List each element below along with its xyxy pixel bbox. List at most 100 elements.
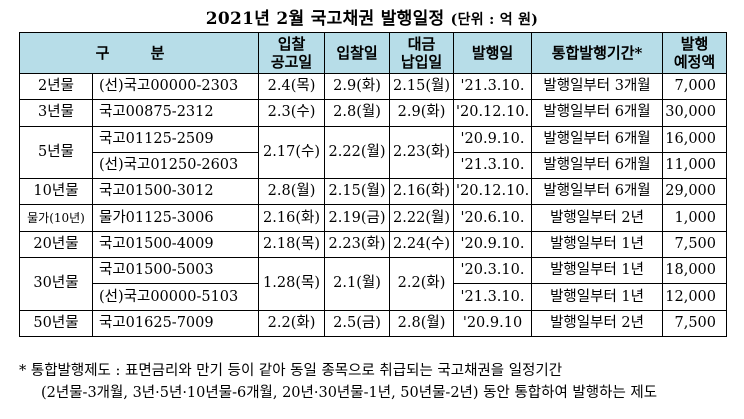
cell-period: 발행일부터 6개월 <box>531 178 664 206</box>
cell-ipchal: 2.9(화) <box>324 72 391 101</box>
cell-period: 발행일부터 3개월 <box>531 72 664 101</box>
cell-daegeum: 2.22(월) <box>389 204 455 232</box>
cell-ipchal: 2.15(월) <box>324 178 391 206</box>
header-ipchal: 입찰일 <box>324 32 391 74</box>
cell-daegeum: 2.9(화) <box>389 99 455 127</box>
cell-maturity: 10년물 <box>19 178 93 206</box>
cell-maturity: 20년물 <box>19 230 93 259</box>
cell-balhaeng: '21.3.10. <box>453 72 533 101</box>
cell-balhaeng: '20.6.10. <box>453 204 533 232</box>
cell-gongo: 2.16(화) <box>258 204 326 232</box>
cell-gongo: 2.17(수) <box>258 125 326 180</box>
header-gongo: 입찰 공고일 <box>258 32 326 74</box>
table-header-row: 구 분 입찰 공고일 입찰일 대금 납입일 발행일 통합발행기간* 발행 예정액 <box>18 32 728 74</box>
cell-balhaeng: '20.9.10 <box>453 309 533 337</box>
cell-ipchal: 2.8(월) <box>324 99 391 127</box>
cell-amount: 11,000 <box>662 151 728 180</box>
table-row: 20년물 국고01500-4009 2.18(목) 2.23(화) 2.24(수… <box>19 230 728 259</box>
header-gubun: 구 분 <box>18 32 260 74</box>
cell-amount: 7,500 <box>662 309 728 337</box>
cell-balhaeng: '20.3.10. <box>453 257 533 285</box>
cell-maturity: 30년물 <box>19 257 93 311</box>
table-row: (선)국고01250-2603 '21.3.10. 발행일부터 6개월 11,0… <box>20 151 728 180</box>
cell-amount: 7,000 <box>662 72 728 101</box>
cell-ipchal: 2.23(화) <box>324 230 391 259</box>
table-row: 10년물 국고01500-3012 2.8(월) 2.15(월) 2.16(화)… <box>19 178 728 206</box>
cell-period: 발행일부터 2년 <box>531 204 664 232</box>
table-row: 30년물 국고01500-5003 1.28(목) 2.1(월) 2.2(화) … <box>19 257 728 311</box>
cell-period: 발행일부터 1년 <box>531 230 664 259</box>
cell-gongo: 2.3(수) <box>258 99 326 127</box>
footnote-line-1: * 통합발행제도 : 표면금리와 만기 등이 같아 동일 종목으로 취급되는 국… <box>19 363 563 379</box>
cell-period: 발행일부터 6개월 <box>531 99 664 127</box>
header-amount-l2: 예정액 <box>673 53 716 71</box>
cell-balhaeng: '20.9.10. <box>453 125 533 153</box>
cell-period: 발행일부터 6개월 <box>531 151 664 180</box>
header-gongo-l2: 공고일 <box>270 53 313 71</box>
cell-balhaeng: '20.12.10. <box>453 178 533 206</box>
cell-gongo: 2.18(목) <box>258 230 326 259</box>
title-main: 2021년 2월 국고채권 발행일정 <box>205 9 445 29</box>
cell-amount: 1,000 <box>662 204 728 232</box>
cell-daegeum: 2.8(월) <box>389 309 455 337</box>
cell-ipchal: 2.5(금) <box>324 309 391 337</box>
cell-issue: (선)국고01250-2603 <box>91 151 260 180</box>
cell-maturity: 2년물 <box>19 72 93 101</box>
table-row: 2년물 (선)국고00000-2303 2.4(목) 2.9(화) 2.15(월… <box>19 72 728 101</box>
header-daegeum: 대금 납입일 <box>389 32 455 74</box>
cell-issue: 국고01625-7009 <box>91 309 260 337</box>
cell-issue: 국고01500-5003 <box>91 257 260 285</box>
header-balhaeng: 발행일 <box>453 32 533 74</box>
cell-ipchal: 2.19(금) <box>324 204 391 232</box>
cell-amount: 12,000 <box>662 283 728 311</box>
cell-daegeum: 2.16(화) <box>389 178 455 206</box>
cell-issue: (선)국고00000-2303 <box>91 72 260 101</box>
header-gongo-l1: 입찰 <box>277 35 306 53</box>
table-row: 50년물 국고01625-7009 2.2(화) 2.5(금) 2.8(월) '… <box>19 309 728 337</box>
header-daegeum-l2: 납입일 <box>400 53 443 71</box>
cell-daegeum: 2.2(화) <box>389 257 455 311</box>
page-title: 2021년 2월 국고채권 발행일정 (단위 : 억 원) <box>0 4 744 29</box>
cell-balhaeng: '20.9.10. <box>453 230 533 259</box>
cell-gongo: 1.28(목) <box>258 257 326 311</box>
cell-issue: 물가01125-3006 <box>91 204 260 232</box>
table-row: 5년물 국고01125-2509 2.17(수) 2.22(월) 2.23(화)… <box>19 125 728 180</box>
cell-maturity: 물가(10년) <box>19 204 93 232</box>
cell-gongo: 2.2(화) <box>258 309 326 337</box>
cell-issue: 국고01125-2509 <box>91 125 260 153</box>
cell-period: 발행일부터 1년 <box>531 283 664 311</box>
header-period: 통합발행기간* <box>531 32 664 74</box>
cell-maturity: 5년물 <box>19 125 93 180</box>
table-row: 3년물 국고00875-2312 2.3(수) 2.8(월) 2.9(화) '2… <box>19 99 728 127</box>
footnote-line-2: (2년물-3개월, 3년·5년·10년물-6개월, 20년·30년물-1년, 5… <box>41 385 658 401</box>
cell-amount: 7,500 <box>662 230 728 259</box>
cell-amount: 16,000 <box>662 125 728 153</box>
cell-daegeum: 2.24(수) <box>389 230 455 259</box>
table-row: 물가(10년) 물가01125-3006 2.16(화) 2.19(금) 2.2… <box>19 204 728 232</box>
header-daegeum-l1: 대금 <box>407 35 436 53</box>
cell-daegeum: 2.15(월) <box>389 72 455 101</box>
cell-balhaeng: '20.12.10. <box>453 99 533 127</box>
cell-period: 발행일부터 1년 <box>531 257 664 285</box>
issuance-schedule-table: 구 분 입찰 공고일 입찰일 대금 납입일 발행일 통합발행기간* 발행 예정액… <box>18 32 728 337</box>
table-row: (선)국고00000-5103 '21.3.10. 발행일부터 1년 12,00… <box>20 283 728 311</box>
cell-amount: 18,000 <box>662 257 728 285</box>
cell-ipchal: 2.1(월) <box>324 257 391 311</box>
header-amount: 발행 예정액 <box>662 32 728 74</box>
footnote: * 통합발행제도 : 표면금리와 만기 등이 같아 동일 종목으로 취급되는 국… <box>19 360 729 404</box>
cell-issue: 국고01500-3012 <box>91 178 260 206</box>
cell-amount: 30,000 <box>662 99 728 127</box>
header-amount-l1: 발행 <box>680 35 709 53</box>
cell-period: 발행일부터 6개월 <box>531 125 664 153</box>
cell-issue: 국고00875-2312 <box>91 99 260 127</box>
cell-balhaeng: '21.3.10. <box>453 283 533 311</box>
cell-maturity: 3년물 <box>19 99 93 127</box>
cell-gongo: 2.4(목) <box>258 72 326 101</box>
cell-amount: 29,000 <box>662 178 728 206</box>
cell-maturity: 50년물 <box>19 309 93 337</box>
title-unit: (단위 : 억 원) <box>450 12 539 28</box>
cell-ipchal: 2.22(월) <box>324 125 391 180</box>
cell-gongo: 2.8(월) <box>258 178 326 206</box>
cell-issue: (선)국고00000-5103 <box>91 283 260 311</box>
cell-daegeum: 2.23(화) <box>389 125 455 180</box>
